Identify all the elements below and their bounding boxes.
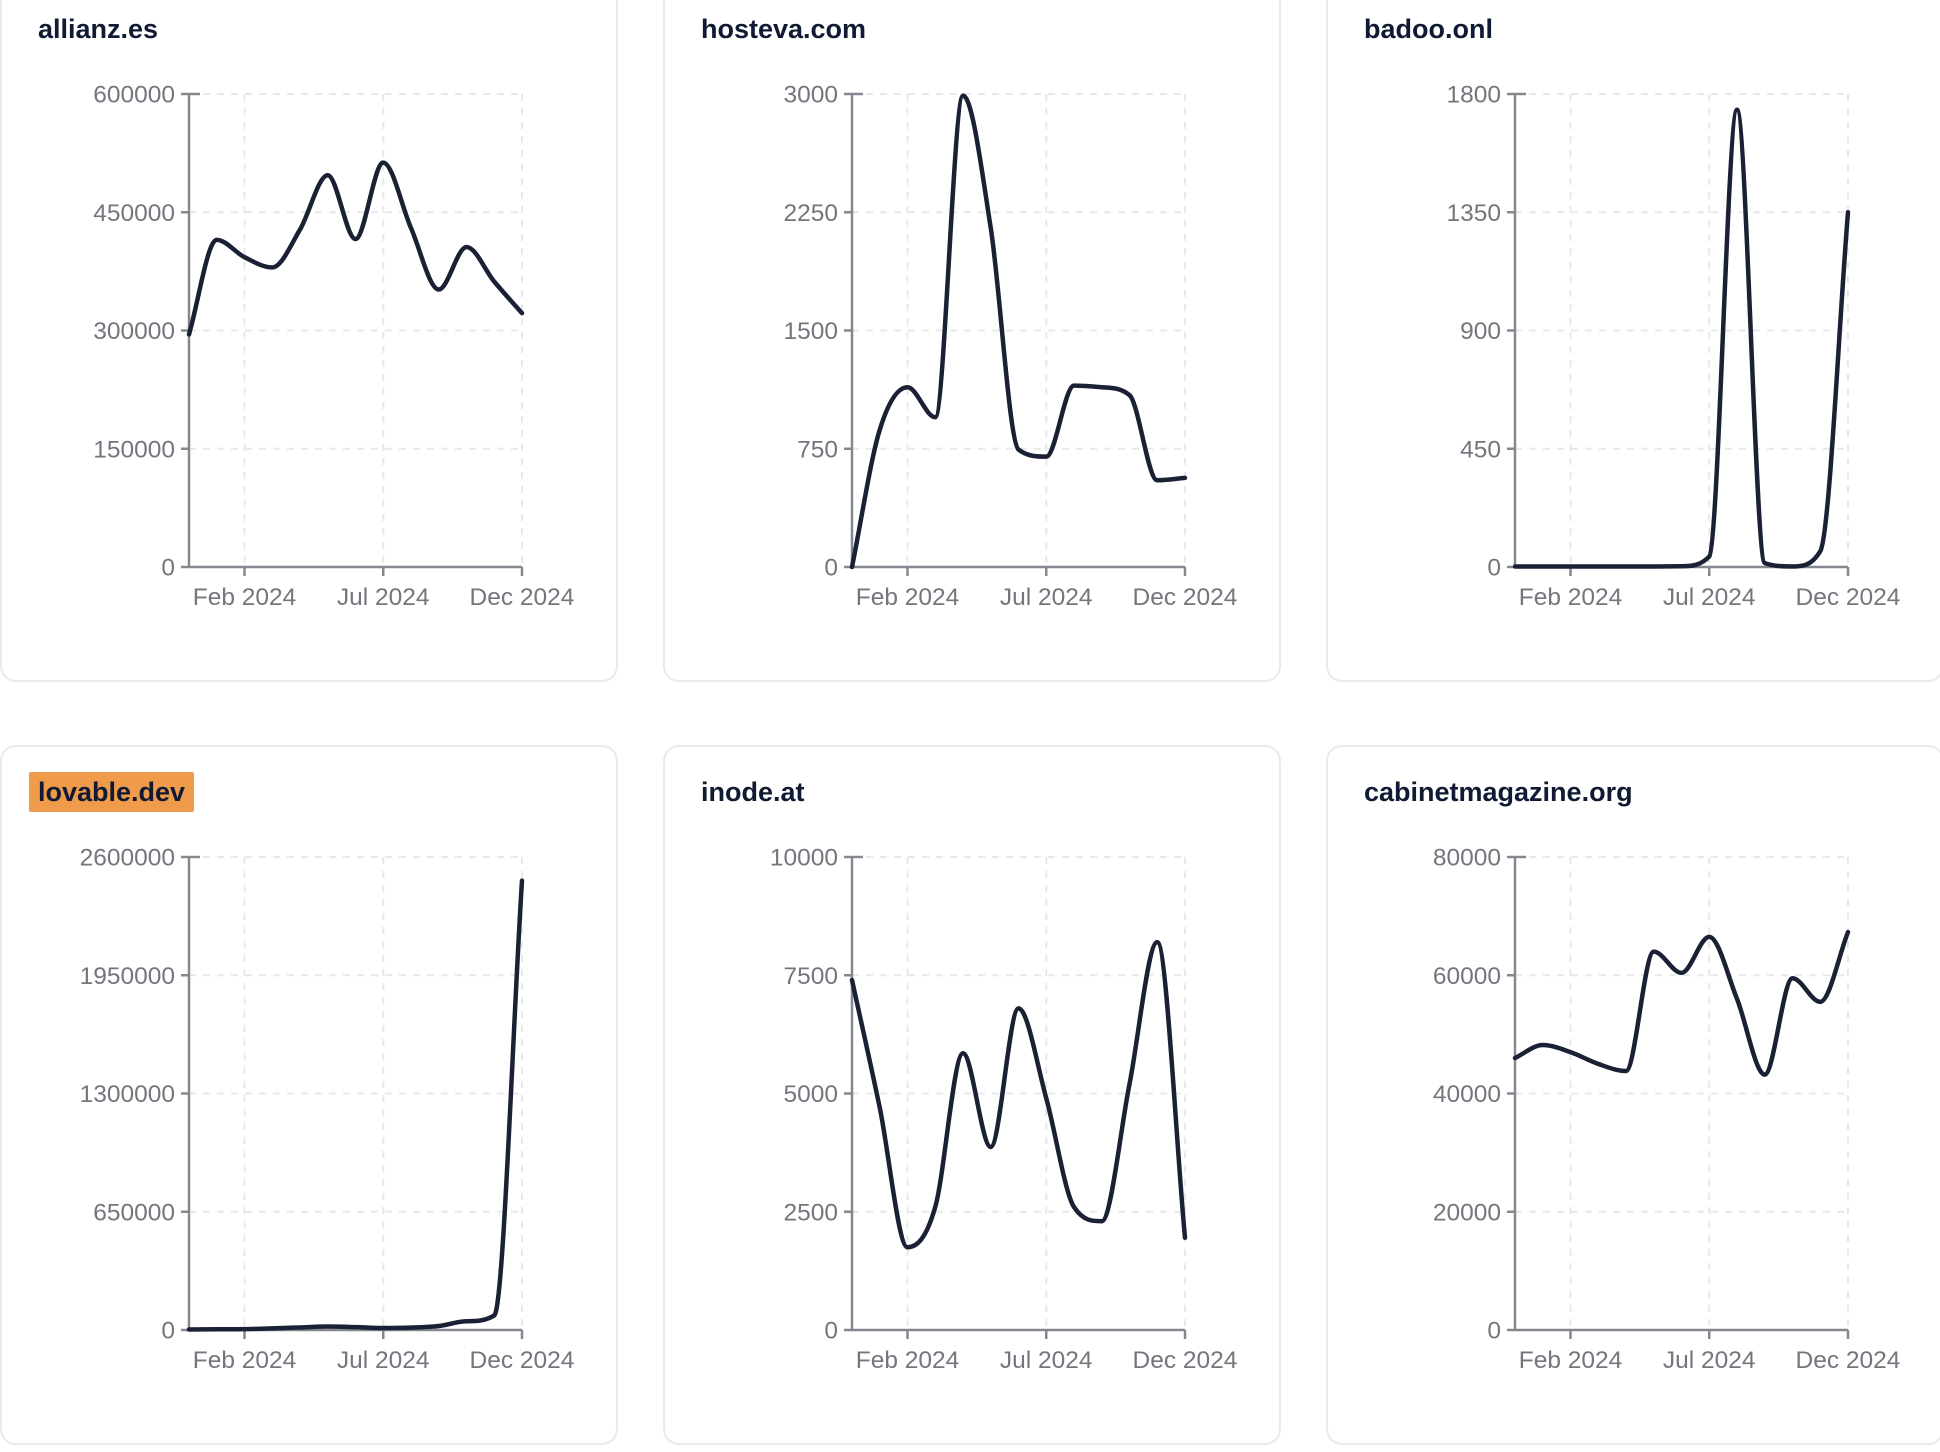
svg-text:80000: 80000 — [1433, 845, 1501, 872]
trend-line — [186, 878, 525, 1332]
line-chart: 0 150000 300000 450000 600000 Feb 2024 Jul 202… — [93, 82, 575, 612]
svg-text:40000: 40000 — [1433, 1081, 1501, 1108]
svg-text:0: 0 — [824, 1318, 838, 1345]
y-axis-labels: 0 650000 1300000 1950000 2600000 — [80, 845, 175, 1345]
svg-text:Jul 2024: Jul 2024 — [337, 584, 430, 611]
svg-text:Dec 2024: Dec 2024 — [1796, 1347, 1901, 1374]
x-axis-labels: Feb 2024 Jul 2024 Dec 2024 — [856, 584, 1238, 611]
y-axis-labels: 0 450 900 1350 1800 — [1446, 82, 1501, 582]
y-axis-labels: 0 150000 300000 450000 600000 — [93, 82, 175, 582]
svg-text:0: 0 — [161, 1318, 175, 1345]
svg-text:600000: 600000 — [93, 82, 175, 109]
svg-text:0: 0 — [161, 555, 175, 582]
svg-text:20000: 20000 — [1433, 1199, 1501, 1226]
chart-title: allianz.es — [38, 14, 159, 44]
axes — [181, 855, 524, 1339]
svg-text:650000: 650000 — [93, 1199, 175, 1226]
x-axis-labels: Feb 2024 Jul 2024 Dec 2024 — [193, 584, 575, 611]
y-axis-labels: 0 750 1500 2250 3000 — [783, 82, 838, 582]
svg-text:Jul 2024: Jul 2024 — [1663, 584, 1756, 611]
svg-text:1500: 1500 — [783, 318, 838, 345]
svg-text:7500: 7500 — [783, 963, 838, 990]
svg-text:5000: 5000 — [783, 1081, 838, 1108]
gridlines — [189, 93, 523, 567]
chart-card-allianz-es[interactable]: allianz.es 0 150000 300000 450000 600000 Feb … — [0, 0, 618, 682]
line-chart: 0 450 900 1350 1800 Feb 2024 Jul 2024 Dec 2024 — [1446, 82, 1901, 612]
svg-text:2600000: 2600000 — [80, 845, 175, 872]
svg-text:150000: 150000 — [93, 436, 175, 463]
svg-text:0: 0 — [824, 555, 838, 582]
chart-card-inode-at[interactable]: inode.at 0 2500 5000 7500 10000 Feb 2024 Jul 2… — [663, 745, 1281, 1445]
svg-text:900: 900 — [1460, 318, 1501, 345]
chart-card-lovable-dev[interactable]: lovable.dev 0 650000 1300000 1950000 2600000… — [0, 745, 618, 1445]
svg-text:2250: 2250 — [783, 200, 838, 227]
gridlines — [852, 93, 1186, 567]
svg-text:Feb 2024: Feb 2024 — [856, 584, 960, 611]
svg-text:Dec 2024: Dec 2024 — [1133, 584, 1238, 611]
trend-line — [849, 939, 1188, 1250]
axes — [1507, 855, 1850, 1339]
chart-title: cabinetmagazine.org — [1364, 777, 1633, 807]
axes — [844, 855, 1187, 1339]
svg-text:3000: 3000 — [783, 82, 838, 109]
trend-line — [186, 160, 525, 337]
svg-text:Dec 2024: Dec 2024 — [1133, 1347, 1238, 1374]
x-axis-labels: Feb 2024 Jul 2024 Dec 2024 — [856, 1347, 1238, 1374]
svg-text:300000: 300000 — [93, 318, 175, 345]
x-axis-labels: Feb 2024 Jul 2024 Dec 2024 — [1519, 1347, 1901, 1374]
line-chart: 0 20000 40000 60000 80000 Feb 2024 Jul 2024 Dec… — [1433, 845, 1901, 1375]
svg-text:Feb 2024: Feb 2024 — [193, 1347, 297, 1374]
line-chart: 0 2500 5000 7500 10000 Feb 2024 Jul 2024 Dec 20… — [770, 845, 1238, 1375]
svg-text:450000: 450000 — [93, 200, 175, 227]
axes — [1507, 92, 1850, 576]
trend-line — [1512, 929, 1851, 1077]
svg-text:Jul 2024: Jul 2024 — [1000, 584, 1093, 611]
gridlines — [189, 856, 523, 1330]
x-axis-labels: Feb 2024 Jul 2024 Dec 2024 — [1519, 584, 1901, 611]
y-axis-labels: 0 2500 5000 7500 10000 — [770, 845, 838, 1345]
svg-text:Jul 2024: Jul 2024 — [1000, 1347, 1093, 1374]
gridlines — [852, 856, 1186, 1330]
svg-text:2500: 2500 — [783, 1199, 838, 1226]
svg-text:1800: 1800 — [1446, 82, 1501, 109]
x-axis-labels: Feb 2024 Jul 2024 Dec 2024 — [193, 1347, 575, 1374]
svg-text:Feb 2024: Feb 2024 — [1519, 1347, 1623, 1374]
trend-line — [1512, 107, 1851, 569]
svg-text:0: 0 — [1487, 1318, 1501, 1345]
svg-text:10000: 10000 — [770, 845, 838, 872]
trend-line — [849, 93, 1188, 570]
svg-text:1950000: 1950000 — [80, 963, 175, 990]
line-chart: 0 750 1500 2250 3000 Feb 2024 Jul 2024 Dec 2024 — [783, 82, 1238, 612]
y-axis-labels: 0 20000 40000 60000 80000 — [1433, 845, 1501, 1345]
svg-text:60000: 60000 — [1433, 963, 1501, 990]
svg-text:Feb 2024: Feb 2024 — [193, 584, 297, 611]
gridlines — [1515, 93, 1849, 567]
chart-title: hosteva.com — [701, 14, 867, 44]
svg-text:Dec 2024: Dec 2024 — [1796, 584, 1901, 611]
chart-title: inode.at — [701, 777, 805, 807]
chart-title: badoo.onl — [1364, 14, 1493, 44]
svg-text:450: 450 — [1460, 436, 1501, 463]
line-chart: 0 650000 1300000 1950000 2600000 Feb 2024 Jul … — [80, 845, 575, 1375]
chart-card-badoo-onl[interactable]: badoo.onl 0 450 900 1350 1800 Feb 2024 Jul 202… — [1326, 0, 1940, 682]
chart-card-cabinetmagazine-org[interactable]: cabinetmagazine.org 0 20000 40000 60000 8000… — [1326, 745, 1940, 1445]
svg-text:Dec 2024: Dec 2024 — [470, 584, 575, 611]
chart-title: lovable.dev — [29, 772, 195, 812]
axes — [844, 92, 1187, 576]
gridlines — [1515, 856, 1849, 1330]
svg-text:1300000: 1300000 — [80, 1081, 175, 1108]
svg-text:1350: 1350 — [1446, 200, 1501, 227]
chart-card-hosteva-com[interactable]: hosteva.com 0 750 1500 2250 3000 Feb 2024 Jul … — [663, 0, 1281, 682]
svg-text:Jul 2024: Jul 2024 — [337, 1347, 430, 1374]
svg-text:Feb 2024: Feb 2024 — [856, 1347, 960, 1374]
svg-text:Feb 2024: Feb 2024 — [1519, 584, 1623, 611]
svg-text:Jul 2024: Jul 2024 — [1663, 1347, 1756, 1374]
svg-text:0: 0 — [1487, 555, 1501, 582]
axes — [181, 92, 524, 576]
svg-text:Dec 2024: Dec 2024 — [470, 1347, 575, 1374]
svg-text:750: 750 — [797, 436, 838, 463]
